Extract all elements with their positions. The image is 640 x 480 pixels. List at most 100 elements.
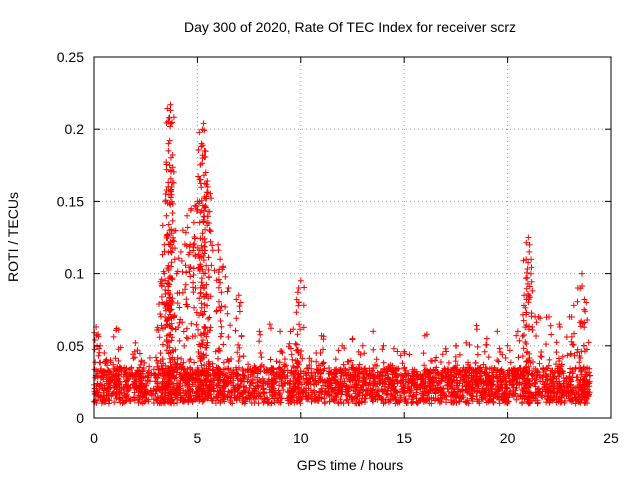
data-point (266, 384, 273, 391)
data-point (167, 194, 174, 201)
data-point (275, 399, 282, 406)
y-tick-label: 0.05 (57, 338, 84, 354)
data-point (520, 317, 527, 324)
data-point (249, 389, 256, 395)
data-point (173, 270, 180, 277)
data-point (205, 295, 212, 302)
data-point (267, 356, 274, 363)
data-point (202, 381, 209, 388)
data-point (164, 105, 171, 112)
data-point (207, 190, 214, 197)
data-point (196, 398, 203, 404)
data-point (489, 378, 496, 385)
data-point (103, 356, 110, 363)
data-point (169, 179, 176, 186)
data-point (481, 348, 488, 355)
data-point (429, 358, 436, 365)
data-point (207, 363, 213, 370)
data-point (321, 391, 328, 398)
data-point (217, 333, 224, 340)
data-point (556, 387, 563, 393)
data-point (496, 386, 503, 393)
data-point (195, 349, 202, 355)
data-point (97, 359, 104, 366)
data-point (158, 282, 165, 289)
data-points (91, 101, 594, 407)
data-point (399, 360, 406, 367)
data-point (216, 298, 222, 305)
data-point (560, 375, 567, 382)
data-point (141, 359, 148, 366)
data-point (147, 388, 154, 395)
data-point (247, 382, 254, 389)
data-point (212, 348, 219, 355)
data-point (183, 325, 190, 332)
data-point (192, 202, 199, 209)
data-point (226, 357, 233, 364)
data-point (166, 303, 172, 309)
data-point (356, 361, 363, 368)
data-point (448, 389, 455, 396)
data-point (514, 328, 521, 335)
data-point (523, 285, 530, 292)
data-point (165, 147, 172, 154)
data-point (564, 352, 571, 359)
data-point (200, 120, 207, 127)
data-point (199, 152, 206, 159)
data-point (242, 389, 249, 396)
data-point (574, 349, 581, 356)
data-point (198, 304, 205, 311)
data-point (179, 375, 185, 382)
data-point (161, 241, 168, 248)
data-point (377, 369, 384, 376)
data-point (291, 374, 298, 380)
data-point (200, 311, 207, 318)
data-point (166, 307, 173, 314)
data-point (117, 344, 124, 351)
data-point (569, 366, 576, 373)
data-point (583, 299, 590, 306)
data-point (222, 303, 229, 310)
data-point (576, 359, 583, 366)
data-point (322, 379, 329, 386)
data-point (532, 366, 539, 372)
data-point (493, 371, 500, 378)
data-point (380, 400, 387, 407)
data-point (521, 292, 528, 299)
data-point (483, 341, 490, 348)
data-point (290, 378, 297, 385)
data-point (255, 400, 262, 407)
x-tick-labels: 0 5 10 15 20 25 (90, 430, 619, 446)
data-point (284, 367, 291, 374)
data-point (160, 341, 166, 348)
data-point (293, 296, 300, 303)
data-point (413, 391, 420, 398)
data-point (257, 350, 264, 356)
data-point (294, 347, 301, 354)
data-point (439, 394, 446, 401)
data-point (530, 359, 536, 365)
data-point (207, 238, 214, 245)
chart-title: Day 300 of 2020, Rate Of TEC Index for r… (184, 19, 516, 35)
data-point (201, 204, 208, 210)
data-point (201, 354, 207, 361)
data-point (158, 313, 164, 320)
data-point (414, 372, 421, 379)
data-point (576, 365, 583, 372)
data-point (110, 333, 117, 340)
data-point (513, 396, 520, 403)
data-point (177, 397, 184, 404)
data-point (281, 363, 288, 370)
data-point (208, 195, 215, 202)
data-point (201, 147, 208, 154)
data-point (304, 365, 311, 372)
data-point (286, 340, 293, 347)
data-point (245, 361, 252, 368)
data-point (236, 303, 243, 310)
data-point (584, 364, 591, 371)
data-point (169, 210, 176, 216)
data-point (176, 304, 183, 311)
data-point (174, 354, 181, 361)
data-point (287, 381, 294, 388)
data-point (547, 396, 554, 403)
